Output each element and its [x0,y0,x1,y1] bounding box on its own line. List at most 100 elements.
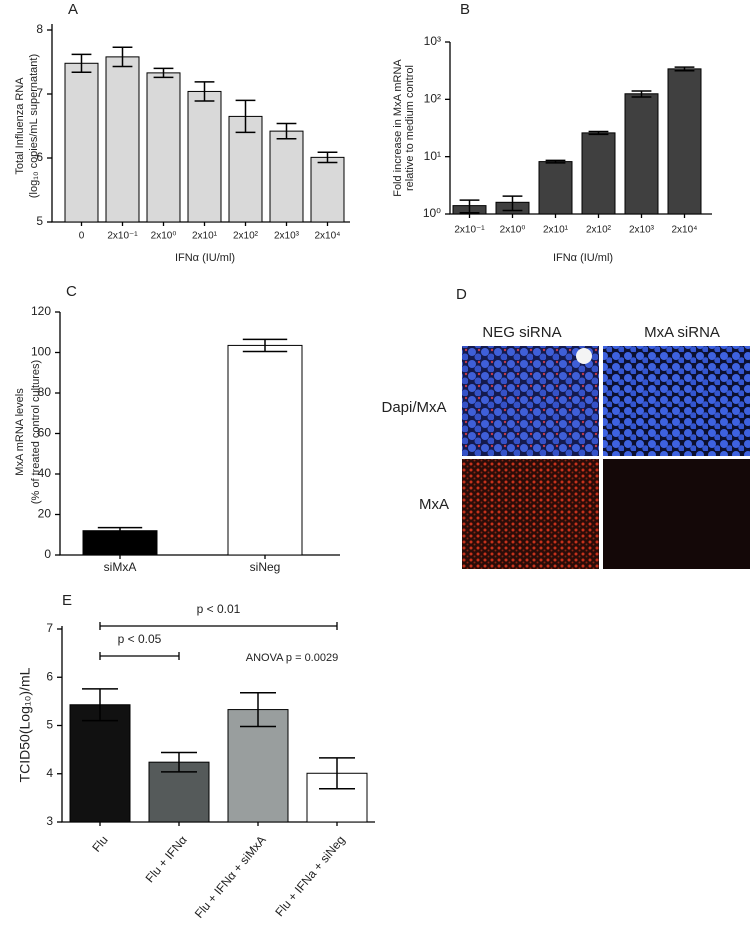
x-tick-label: Flu + IFNα [143,833,190,885]
error-bar [161,751,197,773]
significance-label: p < 0.05 [118,632,162,646]
y-tick-label: 8 [36,22,43,36]
error-bar [502,195,523,212]
micrograph-spot [576,348,592,364]
micrograph [603,459,750,569]
column-label: NEG siRNA [482,324,561,341]
bar [228,115,263,223]
error-bar [71,53,92,73]
error-bar [631,90,652,98]
y-tick-label: 5 [46,718,53,732]
panel-title: E [62,592,72,609]
y-axis-label: Total Influenza RNA [14,77,26,175]
y-tick-label: 120 [31,304,51,318]
x-tick-label: Flu [89,833,110,855]
y-axis-label: MxA mRNA levels [14,388,26,476]
error-bar [97,526,143,535]
y-axis-label: relative to medium control [404,65,416,191]
micrograph [462,346,599,456]
error-bar [459,199,480,214]
x-tick-label: 2x10² [586,225,612,236]
x-axis-label: IFNα (IU/ml) [175,252,235,264]
y-axis-label: (log₁₀ copies/mL supernatant) [28,54,40,198]
micrograph [462,459,599,569]
y-tick-label: 10⁰ [423,206,441,220]
bar [624,93,659,215]
bar [581,132,616,215]
y-tick-label: 7 [46,621,53,635]
annotation: ANOVA p = 0.0029 [246,652,338,664]
bar [105,56,140,223]
y-tick-label: 5 [36,214,43,228]
error-bar [235,99,256,134]
x-tick-label: 0 [79,231,85,242]
x-tick-label: 2x10⁻¹ [107,231,138,242]
bar [538,161,573,215]
panel-title: A [68,1,78,18]
y-tick-label: 3 [46,814,53,828]
significance-bracket [99,622,338,630]
y-tick-label: 10² [424,92,441,106]
y-tick-label: 10³ [424,34,441,48]
error-bar [276,122,297,140]
y-tick-label: 0 [44,547,51,561]
x-tick-label: 2x10¹ [192,231,218,242]
x-tick-label: 2x10¹ [543,225,569,236]
y-axis-label: Fold increase in MxA mRNA [392,59,404,197]
y-tick-label: 100 [31,345,51,359]
x-tick-label: siNeg [250,560,281,574]
x-tick-label: siMxA [104,560,137,574]
significance-label: p < 0.01 [197,602,241,616]
column-label: MxA siRNA [644,324,720,341]
error-bar [112,46,133,68]
error-bar [319,757,355,790]
y-tick-label: 60 [38,426,52,440]
x-tick-label: 2x10³ [274,231,300,242]
x-tick-label: 2x10⁻¹ [454,225,485,236]
error-bar [317,151,338,164]
bar [310,156,345,223]
y-tick-label: 10¹ [424,149,441,163]
x-tick-label: 2x10⁴ [672,225,698,236]
panel-title: C [66,283,77,300]
row-label: MxA [419,496,449,513]
bar [667,68,702,215]
bar [187,90,222,223]
error-bar [674,66,695,72]
x-tick-label: 2x10⁰ [500,225,526,236]
y-axis-label: TCID50(Log₁₀)/mL [17,667,33,782]
x-tick-label: Flu + IFNa + siNeg [272,833,347,919]
bar [227,709,289,823]
y-tick-label: 80 [38,385,52,399]
bar [227,344,303,556]
x-tick-label: 2x10² [233,231,259,242]
bar [146,72,181,223]
bar [64,62,99,223]
y-tick-label: 6 [46,669,53,683]
significance-bracket [99,652,180,660]
error-bar [153,67,174,79]
x-tick-label: Flu + IFNα + siMxA [192,833,269,920]
error-bar [242,338,288,353]
error-bar [588,130,609,136]
y-tick-label: 6 [36,150,43,164]
y-tick-label: 20 [38,507,52,521]
y-tick-label: 4 [46,766,53,780]
y-tick-label: 40 [38,466,52,480]
x-tick-label: 2x10⁰ [151,231,177,242]
row-label: Dapi/MxA [381,399,446,416]
panel-title: B [460,1,470,18]
x-tick-label: 2x10⁴ [315,231,341,242]
error-bar [240,691,276,728]
panel-title: D [456,286,467,303]
bar [269,130,304,223]
bar [69,704,131,823]
error-bar [545,159,566,164]
image-panel: D NEG siRNA MxA siRNA Dapi/MxA MxA [381,286,750,569]
error-bar [194,81,215,102]
x-tick-label: 2x10³ [629,225,655,236]
x-axis-label: IFNα (IU/ml) [553,252,613,264]
y-tick-label: 7 [36,86,43,100]
y-axis-label: (% of treated control cultures) [30,360,42,504]
